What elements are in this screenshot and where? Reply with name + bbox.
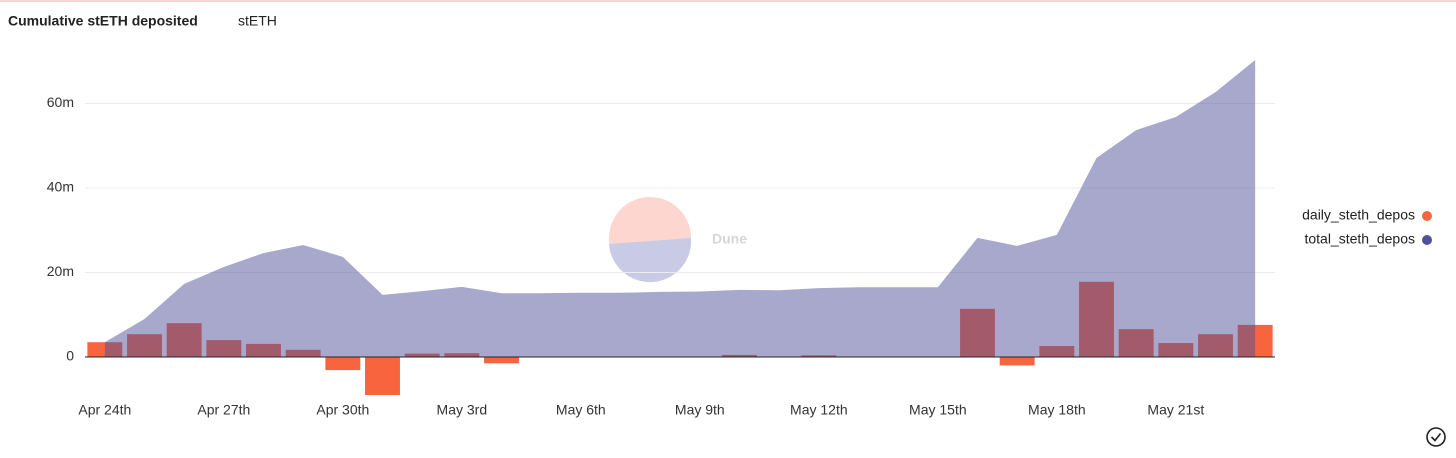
check-mark[interactable]	[1432, 434, 1441, 441]
y-tick-label: 0	[66, 348, 74, 364]
x-tick-label: Apr 30th	[316, 402, 369, 418]
chart-subtitle: stETH	[238, 13, 277, 29]
x-tick-label: May 21st	[1147, 402, 1204, 418]
watermark: Dune	[712, 231, 747, 247]
x-tick-label: May 9th	[675, 402, 725, 418]
x-tick-label: May 6th	[556, 402, 606, 418]
x-tick-label: May 12th	[790, 402, 848, 418]
x-tick-label: Apr 27th	[197, 402, 250, 418]
x-tick-label: May 15th	[909, 402, 967, 418]
legend-label: total_steth_depos	[1304, 231, 1415, 247]
bar	[365, 357, 400, 395]
legend-swatch	[1422, 211, 1432, 221]
x-tick-label: May 3rd	[437, 402, 488, 418]
legend-swatch	[1422, 235, 1432, 245]
bar	[484, 357, 519, 363]
check-icon[interactable]	[1427, 428, 1445, 446]
bar	[325, 357, 360, 370]
top-border	[0, 0, 1456, 2]
chart-title: Cumulative stETH deposited	[8, 13, 198, 29]
legend-label: daily_steth_depos	[1302, 207, 1415, 223]
y-tick-label: 40m	[47, 179, 74, 195]
x-tick-label: May 18th	[1028, 402, 1086, 418]
y-tick-label: 60m	[47, 94, 74, 110]
x-tick-label: Apr 24th	[78, 402, 131, 418]
y-tick-label: 20m	[47, 263, 74, 279]
bar	[1000, 357, 1035, 365]
logo-segment	[609, 238, 691, 282]
check-circle[interactable]	[1427, 428, 1445, 446]
area	[105, 60, 1255, 357]
watermark-logo	[609, 197, 691, 282]
